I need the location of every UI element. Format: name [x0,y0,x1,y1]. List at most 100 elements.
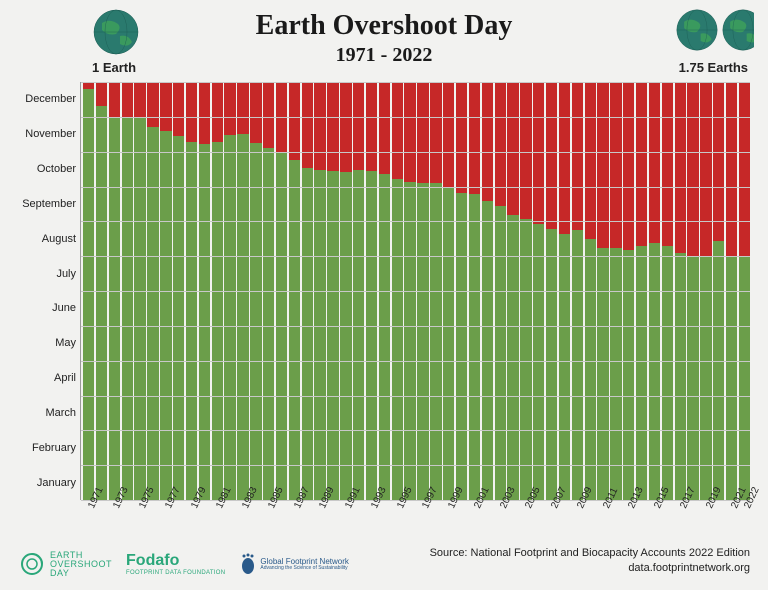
x-tick: 1971 [82,500,93,522]
x-tick [481,500,492,522]
x-tick: 2017 [674,500,685,522]
x-tick: 1983 [237,500,248,522]
y-label-month: March [45,407,76,419]
bar-green-segment [572,230,583,500]
x-tick: 1989 [314,500,325,522]
bar-red-segment [353,82,364,170]
x-tick [636,500,647,522]
bar-red-segment [289,82,300,160]
y-label-month: October [37,163,76,175]
gridline [81,221,750,222]
bar-red-segment [649,82,660,243]
x-tick [198,500,209,522]
bar-red-segment [687,82,698,257]
bar-green-segment [134,118,145,500]
bar-green-segment [314,170,325,500]
y-label-month: July [56,268,76,280]
bar-green-segment [597,248,608,500]
bar-green-segment [533,224,544,500]
bar-red-segment [610,82,621,248]
bar-green-segment [649,243,660,500]
bar-red-segment [572,82,583,230]
x-tick: 2015 [649,500,660,522]
bar-red-segment [713,82,724,241]
x-tick [121,500,132,522]
bar-red-segment [533,82,544,224]
bar-red-segment [263,82,274,148]
y-label-month: June [52,302,76,314]
x-tick: 1977 [159,500,170,522]
footprint-icon [239,552,257,576]
bar-green-segment [122,118,133,500]
bar-green-segment [353,170,364,500]
eod-line3: DAY [50,569,112,578]
x-tick: 2019 [700,500,711,522]
bar-green-segment [585,239,596,500]
x-tick: 2022 [739,500,750,522]
eod-icon [18,550,46,578]
bar-green-segment [417,183,428,500]
x-tick: 2003 [494,500,505,522]
x-tick [378,500,389,522]
x-tick: 1973 [108,500,119,522]
x-tick: 1987 [288,500,299,522]
x-tick [455,500,466,522]
gridline [81,430,750,431]
bar-red-segment [546,82,557,229]
bar-red-segment [96,82,107,106]
gridline [81,187,750,188]
x-tick [558,500,569,522]
x-tick [713,500,724,522]
bar-green-segment [482,201,493,500]
gridline [81,396,750,397]
x-tick [95,500,106,522]
bar-red-segment [392,82,403,179]
logo-earth-overshoot-day: EARTH OVERSHOOT DAY [18,550,112,578]
fodafo-sub: FOOTPRINT DATA FOUNDATION [126,570,225,576]
bar-red-segment [700,82,711,257]
x-tick [661,500,672,522]
bar-green-segment [443,187,454,500]
bar-red-segment [173,82,184,136]
x-tick: 1975 [134,500,145,522]
bar-green-segment [224,135,235,500]
bar-green-segment [83,89,94,500]
bar-green-segment [379,174,390,500]
bar-red-segment [675,82,686,253]
bar-green-segment [392,179,403,500]
bar-red-segment [559,82,570,234]
bar-green-segment [662,246,673,500]
bar-red-segment [379,82,390,174]
bar-green-segment [636,246,647,500]
gridline [81,152,750,153]
bar-green-segment [546,229,557,500]
bar-red-segment [147,82,158,127]
bar-red-segment [212,82,223,142]
bar-green-segment [302,168,313,500]
gridline [81,117,750,118]
bar-red-segment [726,82,737,257]
x-tick [327,500,338,522]
x-tick [224,500,235,522]
bar-green-segment [212,142,223,500]
bar-red-segment [122,82,133,118]
bar-green-segment [726,257,737,500]
y-label-month: September [22,198,76,210]
globe-left-icon [92,8,140,61]
bar-green-segment [109,118,120,500]
bar-green-segment [456,193,467,500]
bar-green-segment [173,136,184,500]
source-line2: data.footprintnetwork.org [430,561,750,576]
bar-green-segment [739,257,750,500]
bar-red-segment [404,82,415,182]
y-label-month: May [55,337,76,349]
bar-red-segment [237,82,248,134]
bar-green-segment [495,206,506,500]
gridline [81,361,750,362]
bar-red-segment [250,82,261,143]
header: Earth Overshoot Day 1971 - 2022 1 Earth … [0,0,768,67]
bar-green-segment [404,182,415,500]
bar-red-segment [314,82,325,170]
x-tick: 2005 [520,500,531,522]
footer: EARTH OVERSHOOT DAY Fodafo FOOTPRINT DAT… [18,540,750,582]
